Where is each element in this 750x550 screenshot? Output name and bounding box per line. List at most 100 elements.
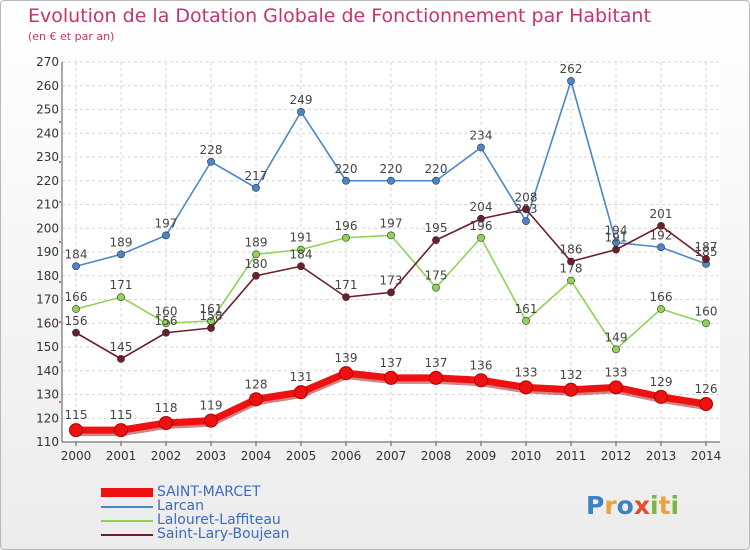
series-point [477, 143, 485, 152]
axis-marker [59, 281, 61, 283]
data-label: 171 [110, 278, 133, 292]
data-label: 118 [155, 401, 178, 415]
data-label: 160 [695, 304, 718, 318]
data-label: 184 [290, 247, 313, 261]
series-point [204, 413, 218, 428]
series-point [477, 233, 485, 242]
series-point [339, 366, 353, 381]
data-label: 131 [290, 370, 313, 384]
data-label: 129 [650, 375, 673, 389]
axis-marker [59, 401, 61, 403]
axis-marker [59, 361, 61, 363]
data-label: 160 [155, 304, 178, 318]
data-label: 137 [425, 356, 448, 370]
data-label: 161 [200, 302, 223, 316]
y-tick-label: 140 [36, 364, 59, 378]
data-label: 234 [470, 129, 493, 143]
series-point [522, 217, 530, 226]
data-label: 128 [245, 377, 268, 391]
data-label: 191 [605, 231, 628, 245]
data-label: 228 [200, 143, 223, 157]
data-label: 115 [65, 408, 88, 422]
series-point [522, 205, 530, 214]
series-point [162, 231, 170, 240]
x-tick-label: 2010 [511, 449, 542, 463]
logo-letter: t [658, 491, 671, 520]
series-point [474, 373, 488, 388]
data-label: 132 [560, 368, 583, 382]
series-point [567, 77, 575, 85]
series-point [567, 276, 575, 285]
y-tick-label: 160 [36, 316, 59, 330]
legend-swatch [101, 534, 153, 536]
axis-marker [59, 161, 61, 163]
data-label: 158 [200, 309, 223, 323]
data-label: 139 [335, 351, 358, 365]
x-tick-label: 2003 [196, 449, 227, 463]
series-point [522, 316, 530, 325]
series-point [117, 354, 125, 363]
series-point [609, 380, 623, 395]
series-point [477, 214, 485, 223]
data-label: 171 [335, 278, 358, 292]
y-tick-label: 260 [36, 79, 59, 93]
y-tick-label: 220 [36, 174, 59, 188]
data-label: 220 [335, 162, 358, 176]
data-label: 137 [380, 356, 403, 370]
proxiti-logo: Proxiti [586, 491, 679, 520]
x-tick-label: 2014 [691, 449, 722, 463]
series-point [699, 397, 713, 411]
data-label: 194 [605, 224, 628, 238]
logo-letter: i [650, 491, 659, 520]
series-point [342, 176, 350, 185]
data-label: 156 [155, 314, 178, 328]
legend-swatch [101, 488, 153, 497]
series-point [162, 319, 170, 328]
series-point [387, 231, 395, 240]
data-label: 196 [335, 219, 358, 233]
series-point [387, 176, 395, 185]
x-tick-label: 2002 [151, 449, 182, 463]
series-point [72, 305, 80, 313]
data-label: 189 [245, 235, 268, 249]
y-tick-label: 170 [36, 293, 59, 307]
data-label: 145 [110, 340, 133, 354]
series-point [384, 370, 398, 385]
series-point [252, 183, 260, 192]
data-label: 249 [290, 93, 313, 107]
data-label: 204 [470, 200, 493, 214]
x-tick-label: 2005 [286, 449, 317, 463]
series-point [252, 271, 260, 280]
data-label: 220 [425, 162, 448, 176]
series-point [657, 221, 665, 230]
series-point [114, 423, 128, 438]
series-point [72, 262, 80, 271]
series-point [657, 305, 665, 313]
data-label: 136 [470, 358, 493, 372]
x-tick-label: 2011 [556, 449, 587, 463]
legend-label: Larcan [157, 498, 204, 514]
series-point [342, 233, 350, 242]
x-tick-label: 2004 [241, 449, 272, 463]
series-point [207, 157, 215, 166]
series-point [117, 250, 125, 259]
y-tick-label: 200 [36, 221, 59, 235]
data-label: 217 [245, 169, 268, 183]
y-tick-label: 120 [36, 411, 59, 425]
data-label: 149 [605, 330, 628, 344]
y-tick-label: 150 [36, 340, 59, 354]
data-label: 133 [605, 365, 628, 379]
series-point [702, 255, 710, 264]
y-tick-label: 180 [36, 269, 59, 283]
logo-letter: i [670, 491, 680, 520]
series-point [342, 293, 350, 302]
logo-letter: o [616, 491, 634, 520]
y-tick-label: 270 [36, 55, 59, 69]
series-point [432, 236, 440, 245]
data-label: 175 [425, 269, 448, 283]
data-label: 115 [110, 408, 133, 422]
series-point [432, 176, 440, 185]
series-point [294, 385, 308, 400]
data-label: 119 [200, 399, 223, 413]
